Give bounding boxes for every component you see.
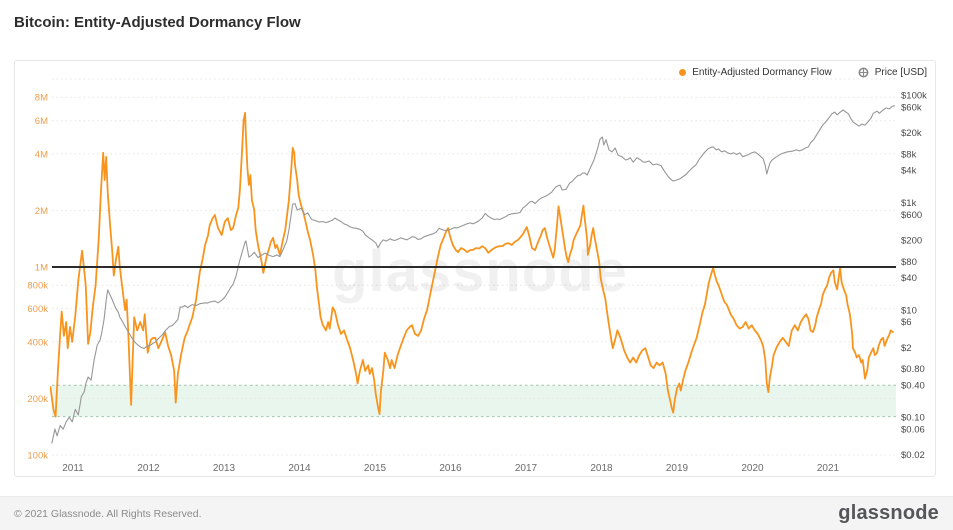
chart-legend: Entity-Adjusted Dormancy Flow Price [USD… [679, 67, 927, 78]
flow-series-dot-icon [679, 69, 687, 76]
footer-bar: © 2021 Glassnode. All Rights Reserved. g… [0, 496, 953, 530]
legend-item-price[interactable]: Price [USD] [858, 67, 927, 78]
glassnode-logo[interactable]: glassnode [838, 502, 939, 524]
legend-item-dormancy-flow[interactable]: Entity-Adjusted Dormancy Flow [679, 67, 832, 78]
legend-label-dormancy-flow: Entity-Adjusted Dormancy Flow [692, 67, 832, 78]
chart-card [14, 60, 936, 477]
legend-label-price: Price [USD] [874, 67, 927, 78]
page-title: Bitcoin: Entity-Adjusted Dormancy Flow [14, 14, 301, 31]
price-coin-icon [858, 67, 869, 78]
copyright-text: © 2021 Glassnode. All Rights Reserved. [14, 507, 202, 520]
